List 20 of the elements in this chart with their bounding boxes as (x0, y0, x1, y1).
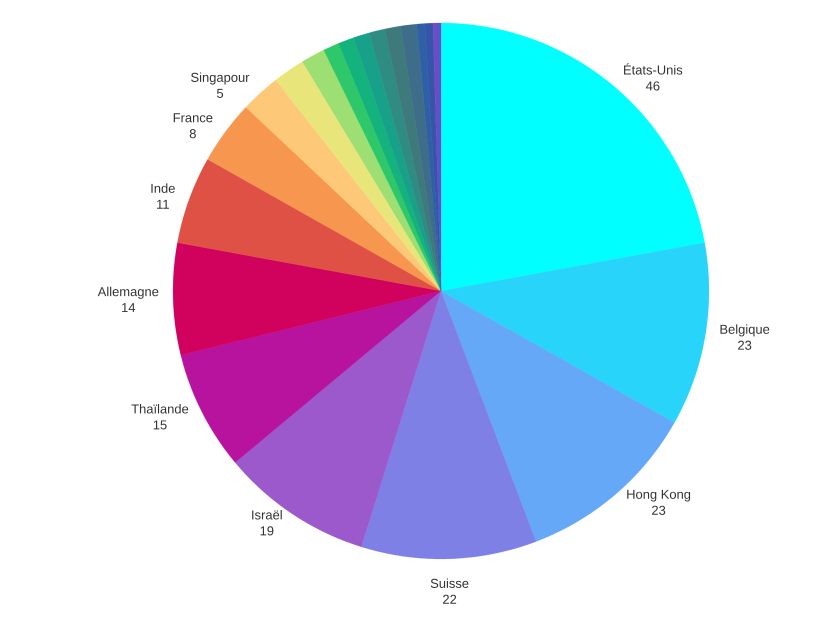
data-label: 46 (646, 81, 660, 91)
data-label: 22 (443, 594, 456, 604)
slice-label: Hong Kong (627, 490, 690, 502)
data-label: 8 (190, 129, 196, 138)
data-label: 19 (260, 526, 274, 536)
slice-label: Belgique (720, 324, 770, 336)
slice-label: Suisse (430, 578, 468, 588)
slice-label: Thaïlande (131, 404, 188, 414)
slice-label: Allemagne (98, 286, 158, 299)
slice-label: Inde (151, 183, 175, 193)
slice-label: France (174, 113, 212, 122)
data-label: 23 (738, 340, 752, 350)
slice-label: Singapour (191, 72, 250, 85)
data-label: 14 (122, 303, 136, 312)
data-label: 15 (154, 420, 167, 430)
slice-label: États-Unis (624, 63, 682, 75)
slice-label: Israël (252, 510, 282, 520)
data-label: 5 (216, 88, 224, 98)
data-label: 11 (157, 200, 169, 209)
data-label: 23 (652, 506, 666, 515)
